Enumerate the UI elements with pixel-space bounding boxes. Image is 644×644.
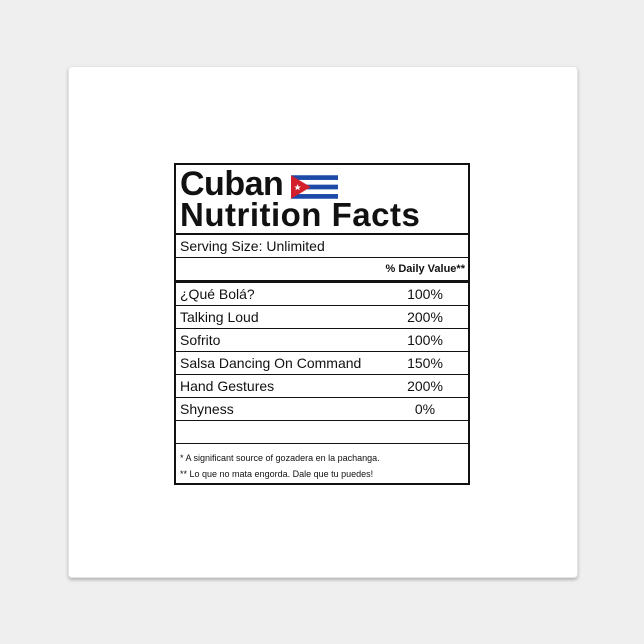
nutrient-row: Hand Gestures 200%: [176, 375, 468, 398]
nutrient-value: 0%: [414, 401, 436, 417]
nutrient-row: Talking Loud 200%: [176, 306, 468, 329]
daily-value-header: % Daily Value**: [176, 258, 468, 283]
nutrient-name: Shyness: [180, 401, 234, 417]
nutrient-value: 150%: [407, 355, 443, 371]
label-title: Cuban Nutrition Facts: [176, 165, 468, 235]
cuban-flag-icon: [291, 175, 338, 199]
nutrient-row: Sofrito 100%: [176, 329, 468, 352]
nutrient-name: Sofrito: [180, 332, 221, 348]
nutrient-row: Salsa Dancing On Command 150%: [176, 352, 468, 375]
nutrient-value: 200%: [407, 378, 443, 394]
nutrient-row: ¿Qué Bolá? 100%: [176, 283, 468, 306]
footnote: * A significant source of gozadera en la…: [180, 453, 380, 463]
nutrient-row: Shyness 0%: [176, 398, 468, 421]
serving-value: Unlimited: [266, 238, 325, 254]
title-line2: Nutrition Facts: [180, 196, 421, 233]
title-line1: Cuban: [180, 165, 284, 203]
nutrient-name: Hand Gestures: [180, 378, 275, 394]
footnotes: * A significant source of gozadera en la…: [176, 444, 468, 488]
nutrition-label: Cuban Nutrition Facts Serving Size: Unli…: [174, 163, 470, 485]
serving-size-row: Serving Size: Unlimited: [176, 235, 468, 258]
nutrient-name: Talking Loud: [180, 309, 259, 325]
nutrient-value: 200%: [407, 309, 443, 325]
nutrient-value: 100%: [407, 286, 443, 302]
serving-label: Serving Size:: [180, 238, 263, 254]
nutrient-name: ¿Qué Bolá?: [180, 286, 255, 302]
nutrient-value: 100%: [407, 332, 443, 348]
nutrient-name: Salsa Dancing On Command: [180, 355, 362, 371]
empty-row: [176, 421, 468, 444]
footnote: ** Lo que no mata engorda. Dale que tu p…: [180, 469, 374, 479]
